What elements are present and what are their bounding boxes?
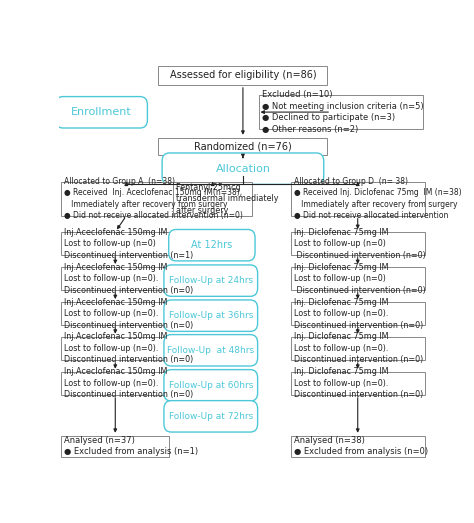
FancyBboxPatch shape: [291, 337, 425, 360]
FancyBboxPatch shape: [55, 97, 147, 128]
FancyBboxPatch shape: [164, 300, 258, 332]
FancyBboxPatch shape: [291, 436, 425, 457]
FancyBboxPatch shape: [61, 436, 169, 457]
FancyBboxPatch shape: [291, 267, 425, 290]
FancyBboxPatch shape: [259, 95, 423, 129]
FancyBboxPatch shape: [158, 65, 328, 85]
Text: Analysed (n=37)
● Excluded from analysis (n=1): Analysed (n=37) ● Excluded from analysis…: [64, 436, 198, 457]
Text: Randomized (n=76): Randomized (n=76): [194, 141, 292, 151]
Text: Inj.Aceclofenac 150mg IM
Lost to follow-up (n=0).
Discontinued intervention (n=0: Inj.Aceclofenac 150mg IM Lost to follow-…: [64, 298, 193, 329]
FancyBboxPatch shape: [173, 181, 252, 216]
Text: Inj.Aceclofenac 150mg IM
Lost to follow-up (n=0)
Discontinued intervention (n=1): Inj.Aceclofenac 150mg IM Lost to follow-…: [64, 228, 193, 259]
FancyBboxPatch shape: [291, 372, 425, 395]
FancyBboxPatch shape: [164, 335, 258, 366]
Text: Inj. Diclofenac 75mg IM
Lost to follow-up (n=0)
 Discontinued intervention (n=0): Inj. Diclofenac 75mg IM Lost to follow-u…: [293, 228, 425, 259]
Text: Allocation: Allocation: [215, 164, 271, 174]
FancyBboxPatch shape: [164, 401, 258, 432]
Text: Inj.Aceclofenac 150mg IM
Lost to follow-up (n=0).
Discontinued intervention (n=0: Inj.Aceclofenac 150mg IM Lost to follow-…: [64, 263, 193, 294]
FancyBboxPatch shape: [61, 337, 169, 360]
FancyBboxPatch shape: [291, 302, 425, 325]
Text: Inj. Diclofenac 75mg IM
Lost to follow-up (n=0).
Discontinued intervention (n=0): Inj. Diclofenac 75mg IM Lost to follow-u…: [293, 367, 423, 399]
FancyBboxPatch shape: [164, 265, 258, 297]
Text: Analysed (n=38)
● Excluded from analysis (n=0): Analysed (n=38) ● Excluded from analysis…: [293, 436, 428, 457]
Text: Allocated to Group D  (n= 38)
● Received Inj. Diclofenac 75mg  IM (n=38)
   Imme: Allocated to Group D (n= 38) ● Received …: [293, 177, 461, 220]
Text: Follow-Up at 60hrs: Follow-Up at 60hrs: [169, 381, 253, 390]
FancyBboxPatch shape: [61, 181, 191, 216]
Text: Excluded (n=10)
● Not meeting inclusion criteria (n=5)
● Declined to participate: Excluded (n=10) ● Not meeting inclusion …: [263, 90, 424, 134]
Text: Inj. Diclofenac 75mg IM
Lost to follow-up (n=0)
 Discontinued intervention (n=0): Inj. Diclofenac 75mg IM Lost to follow-u…: [293, 263, 425, 294]
Text: At 12hrs: At 12hrs: [191, 240, 233, 250]
Text: Follow-Up at 36hrs: Follow-Up at 36hrs: [169, 311, 253, 320]
Text: Allocated to Group A  (n=38)
● Received  Inj. Aceclofenac 150mg IM(n=38),
   Imm: Allocated to Group A (n=38) ● Received I…: [64, 177, 243, 220]
Text: Enrollment: Enrollment: [71, 107, 132, 117]
FancyBboxPatch shape: [291, 232, 425, 255]
Text: Follow-Up  at 48hrs: Follow-Up at 48hrs: [167, 346, 255, 355]
FancyBboxPatch shape: [61, 232, 169, 255]
Text: Follow-Up at 72hrs: Follow-Up at 72hrs: [169, 412, 253, 421]
Text: Fentanyl 25mcg
transdermal immediately
after surgery: Fentanyl 25mcg transdermal immediately a…: [176, 183, 279, 214]
FancyBboxPatch shape: [61, 372, 169, 395]
FancyBboxPatch shape: [164, 370, 258, 401]
FancyBboxPatch shape: [158, 138, 328, 155]
Text: Assessed for eligibility (n=86): Assessed for eligibility (n=86): [170, 70, 316, 80]
FancyBboxPatch shape: [61, 302, 169, 325]
FancyBboxPatch shape: [61, 267, 169, 290]
Text: Inj.Aceclofenac 150mg IM
Lost to follow-up (n=0).
Discontinued intervention (n=0: Inj.Aceclofenac 150mg IM Lost to follow-…: [64, 367, 193, 399]
FancyBboxPatch shape: [162, 153, 324, 185]
Text: Inj. Diclofenac 75mg IM
Lost to follow-up (n=0).
Discontinued intervention (n=0): Inj. Diclofenac 75mg IM Lost to follow-u…: [293, 332, 423, 364]
Text: Follow-Up at 24hrs: Follow-Up at 24hrs: [169, 276, 253, 285]
FancyBboxPatch shape: [291, 181, 425, 216]
FancyBboxPatch shape: [169, 230, 255, 261]
Text: Inj.Aceclofenac 150mg IM
Lost to follow-up (n=0).
Discontinued intervention (n=0: Inj.Aceclofenac 150mg IM Lost to follow-…: [64, 332, 193, 364]
Text: Inj. Diclofenac 75mg IM
Lost to follow-up (n=0).
Discontinued intervention (n=0): Inj. Diclofenac 75mg IM Lost to follow-u…: [293, 298, 423, 329]
